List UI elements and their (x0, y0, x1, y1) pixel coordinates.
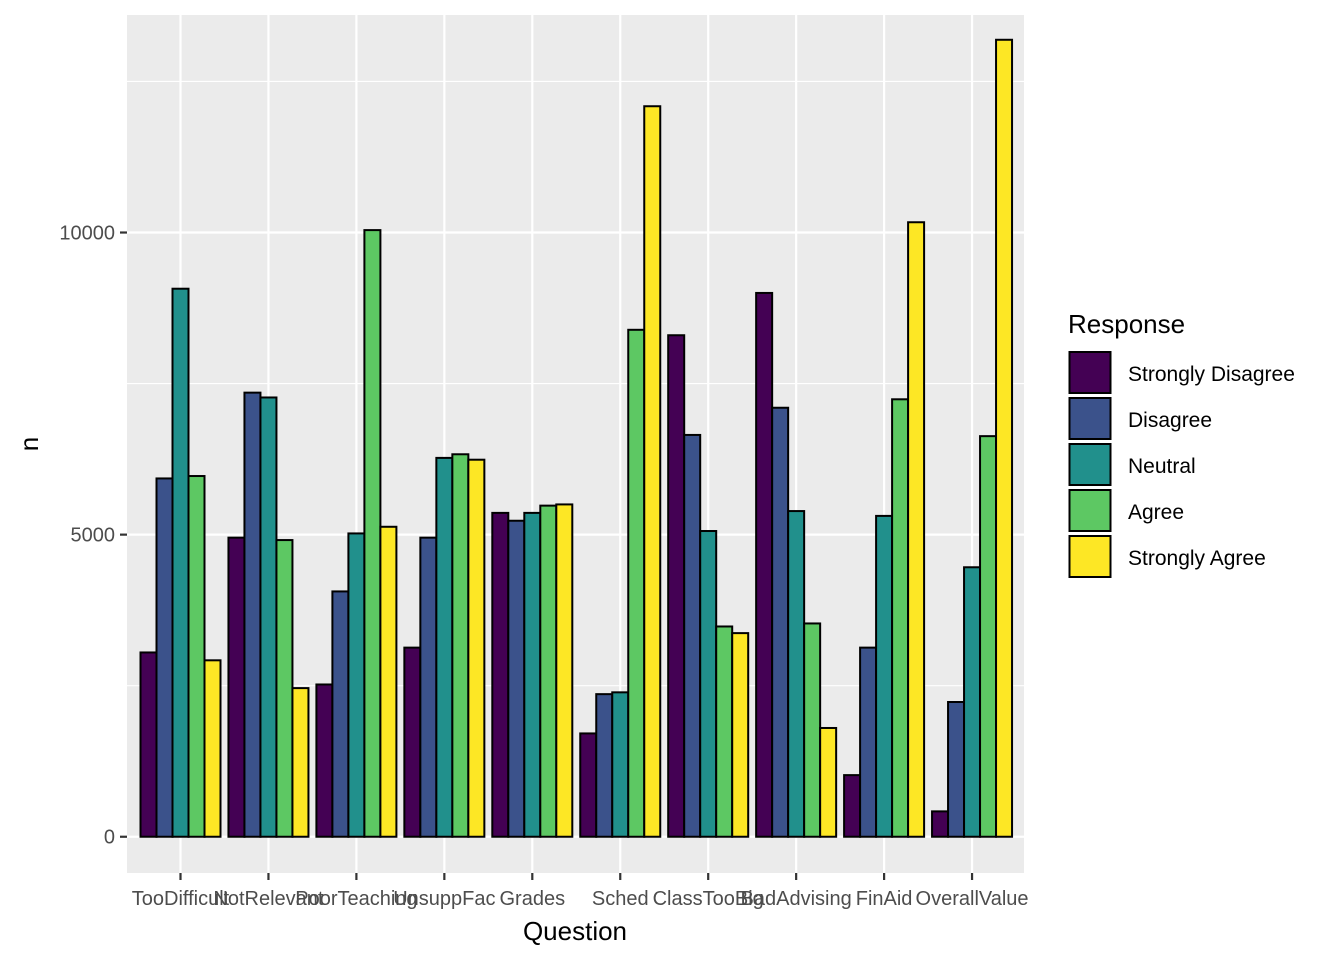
legend-key (1068, 351, 1112, 394)
bar (467, 458, 486, 838)
bar (683, 433, 702, 838)
bar (755, 291, 774, 838)
bar (963, 566, 982, 838)
bar (203, 659, 222, 838)
legend-key (1068, 443, 1112, 486)
bar (699, 530, 718, 838)
bar (787, 510, 806, 838)
x-tick-label: TooDifficult (132, 888, 230, 910)
legend: Response Strongly Disagree Disagree Neutra… (1068, 309, 1295, 578)
legend-label: Neutral (1128, 455, 1196, 478)
bar (315, 683, 334, 838)
legend-label: Disagree (1128, 409, 1212, 432)
bar (187, 475, 206, 838)
bar (451, 453, 470, 838)
x-tick-label: PoorTeaching (295, 888, 417, 910)
y-axis-title: n (14, 437, 44, 451)
bar (579, 732, 598, 838)
bar (403, 646, 422, 838)
bar (803, 622, 822, 838)
bar (379, 525, 398, 838)
bar (979, 435, 998, 838)
axes: 0 5000 10000 TooDifficultNotRelevantPoorTea… (59, 223, 1028, 910)
legend-key (1068, 489, 1112, 532)
bar (731, 632, 750, 838)
legend-label: Agree (1128, 501, 1184, 524)
x-tick-label: NotRelevant (213, 888, 324, 910)
bar (227, 536, 246, 838)
bar (995, 38, 1014, 838)
legend-title: Response (1068, 309, 1185, 339)
bar (363, 229, 382, 838)
bar (491, 511, 510, 838)
bar (627, 328, 646, 838)
bar (819, 726, 838, 838)
bar (931, 810, 950, 838)
x-tick-label: OverallValue (916, 888, 1029, 910)
x-tick-label: Grades (500, 888, 566, 910)
y-tick-label: 0 (104, 827, 115, 849)
bar (155, 477, 174, 838)
bar (507, 519, 526, 838)
legend-label: Strongly Disagree (1128, 363, 1295, 386)
bar (539, 504, 558, 838)
bar (555, 503, 574, 838)
x-tick-label: UnsuppFac (393, 888, 495, 910)
bar (291, 687, 310, 838)
bar (139, 651, 158, 838)
bar (435, 456, 454, 838)
bar (891, 398, 910, 838)
bar (843, 774, 862, 838)
bar (611, 691, 630, 838)
x-tick-label: FinAid (856, 888, 913, 910)
x-axis-title: Question (523, 916, 627, 946)
bar (523, 511, 542, 838)
legend-label: Strongly Agree (1128, 547, 1266, 570)
bar (331, 590, 350, 838)
y-tick-label: 5000 (71, 525, 116, 547)
bar (667, 334, 686, 838)
bar (259, 396, 278, 838)
legend-key (1068, 535, 1112, 578)
bar (275, 539, 294, 838)
bar (347, 532, 366, 838)
bar (643, 105, 662, 838)
bar (947, 701, 966, 838)
x-tick-label: ClassTooBig (653, 888, 764, 910)
bar (771, 406, 790, 838)
y-tick-label: 10000 (59, 223, 115, 245)
bar (171, 287, 190, 838)
bar (595, 693, 614, 838)
bar (875, 514, 894, 838)
bar (907, 221, 926, 838)
bar (243, 391, 262, 838)
legend-key (1068, 397, 1112, 440)
bar (715, 625, 734, 838)
x-tick-label: Sched (592, 888, 649, 910)
x-tick-label: BadAdvising (741, 888, 852, 910)
bar (419, 536, 438, 838)
bar (859, 646, 878, 838)
bars (139, 38, 1014, 838)
